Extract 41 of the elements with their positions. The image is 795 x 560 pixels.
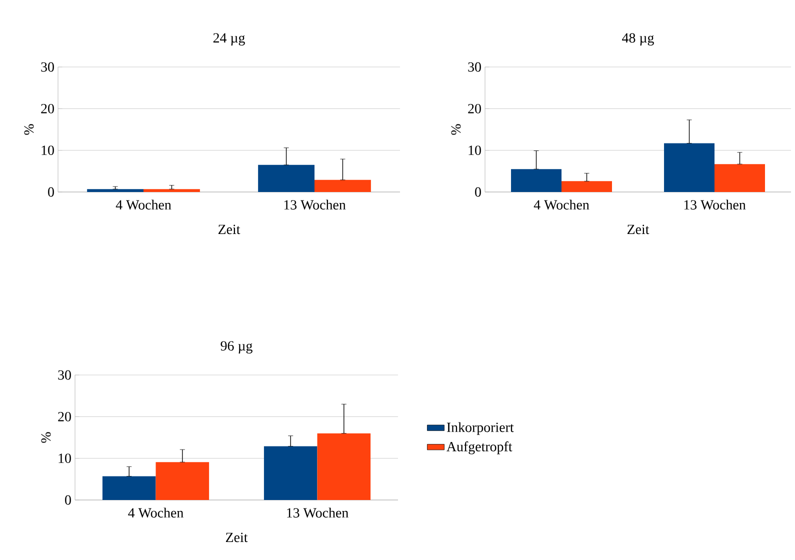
bar xyxy=(714,164,765,192)
y-tick-label: 10 xyxy=(468,146,481,156)
bar xyxy=(264,446,318,500)
y-tick-label: 20 xyxy=(58,412,71,422)
bar xyxy=(317,433,371,500)
bar xyxy=(156,462,210,500)
x-tick-label: 13 Wochen xyxy=(684,200,746,210)
y-tick-label: 0 xyxy=(48,187,54,197)
bar xyxy=(511,169,562,192)
x-tick-label: 4 Wochen xyxy=(128,508,184,518)
legend-label: Inkorporiert xyxy=(446,422,514,435)
y-axis-title: % xyxy=(41,432,51,443)
legend-label: Aufgetropft xyxy=(446,441,512,454)
bar xyxy=(664,143,715,192)
y-tick-label: 10 xyxy=(58,454,71,464)
y-tick-label: 30 xyxy=(468,62,481,72)
y-tick-label: 30 xyxy=(58,370,71,380)
chart-title: 24 µg xyxy=(213,33,245,46)
y-tick-label: 0 xyxy=(475,187,481,197)
x-tick-label: 13 Wochen xyxy=(287,508,348,518)
x-axis-title: Zeit xyxy=(627,224,650,234)
bar xyxy=(144,189,200,192)
x-axis-title: Zeit xyxy=(226,532,248,542)
y-axis-title: % xyxy=(24,124,34,135)
bar xyxy=(314,180,371,192)
bar xyxy=(258,164,315,192)
x-axis-title: Zeit xyxy=(218,224,240,234)
x-tick-label: 4 Wochen xyxy=(116,200,172,210)
x-tick-label: 4 Wochen xyxy=(534,200,590,210)
y-tick-label: 30 xyxy=(41,62,54,72)
x-tick-label: 13 Wochen xyxy=(284,200,346,210)
chart-title: 96 µg xyxy=(220,341,252,354)
bar xyxy=(102,476,156,500)
y-tick-label: 10 xyxy=(42,146,54,156)
chart-title: 48 µg xyxy=(622,33,654,46)
bar xyxy=(562,181,612,192)
y-tick-label: 20 xyxy=(41,104,54,114)
bar xyxy=(87,189,144,192)
y-tick-label: 0 xyxy=(65,495,71,505)
y-tick-label: 20 xyxy=(468,104,481,114)
y-axis-title: % xyxy=(451,124,461,135)
